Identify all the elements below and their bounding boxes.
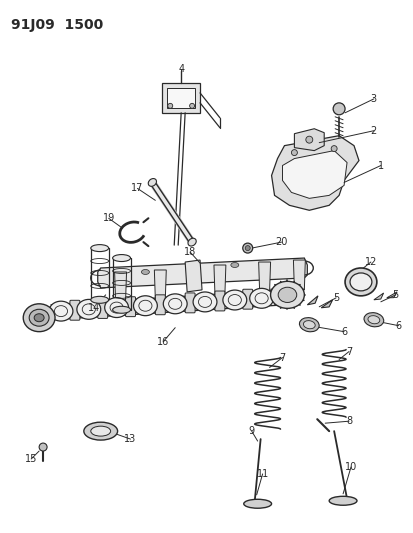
Text: 7: 7: [279, 352, 285, 362]
Text: 14: 14: [88, 303, 100, 313]
Ellipse shape: [141, 270, 149, 274]
Text: 6: 6: [340, 327, 346, 337]
Ellipse shape: [243, 499, 271, 508]
Polygon shape: [258, 262, 270, 292]
FancyBboxPatch shape: [125, 297, 135, 317]
Text: 2: 2: [370, 126, 376, 136]
Text: 9: 9: [248, 426, 254, 436]
Ellipse shape: [29, 309, 49, 326]
Text: 18: 18: [183, 247, 196, 257]
Ellipse shape: [189, 103, 194, 108]
Text: 1: 1: [377, 160, 383, 171]
Text: 15: 15: [25, 454, 37, 464]
Text: 12: 12: [364, 257, 376, 267]
Text: 10: 10: [344, 462, 356, 472]
Ellipse shape: [34, 314, 44, 322]
Ellipse shape: [242, 243, 252, 253]
Text: 6: 6: [395, 321, 401, 330]
Polygon shape: [154, 270, 166, 300]
Ellipse shape: [49, 301, 73, 321]
Text: 91J09  1500: 91J09 1500: [11, 18, 103, 33]
FancyBboxPatch shape: [242, 289, 252, 309]
Text: 11: 11: [256, 469, 268, 479]
Polygon shape: [114, 272, 126, 302]
Text: 16: 16: [157, 337, 169, 346]
Text: 19: 19: [102, 213, 114, 223]
Ellipse shape: [278, 287, 296, 302]
FancyBboxPatch shape: [214, 291, 224, 311]
Ellipse shape: [163, 294, 187, 314]
FancyBboxPatch shape: [97, 298, 107, 318]
Ellipse shape: [188, 238, 196, 246]
Text: 17: 17: [131, 183, 143, 193]
Ellipse shape: [249, 288, 273, 308]
Text: 4: 4: [178, 64, 184, 74]
Polygon shape: [306, 296, 317, 305]
Ellipse shape: [230, 263, 238, 268]
Ellipse shape: [104, 297, 128, 318]
FancyBboxPatch shape: [185, 293, 195, 313]
Ellipse shape: [112, 306, 130, 313]
Polygon shape: [373, 293, 383, 300]
Ellipse shape: [244, 246, 249, 251]
Ellipse shape: [167, 103, 172, 108]
Ellipse shape: [192, 292, 216, 312]
Ellipse shape: [332, 103, 344, 115]
Polygon shape: [294, 129, 323, 151]
Polygon shape: [320, 300, 332, 308]
Text: 7: 7: [345, 346, 351, 357]
Text: 3: 3: [370, 94, 376, 104]
Ellipse shape: [299, 318, 318, 332]
Ellipse shape: [330, 146, 336, 151]
Ellipse shape: [305, 136, 312, 143]
Polygon shape: [167, 88, 195, 108]
Polygon shape: [293, 260, 305, 290]
Ellipse shape: [349, 273, 371, 291]
Polygon shape: [97, 258, 306, 288]
Ellipse shape: [90, 426, 110, 436]
Ellipse shape: [363, 313, 383, 327]
Ellipse shape: [270, 281, 304, 309]
Ellipse shape: [90, 296, 108, 303]
Ellipse shape: [367, 316, 379, 324]
FancyBboxPatch shape: [70, 300, 80, 320]
Ellipse shape: [222, 290, 246, 310]
Ellipse shape: [328, 496, 356, 505]
Polygon shape: [214, 265, 225, 295]
Text: 8: 8: [345, 416, 351, 426]
Polygon shape: [386, 292, 396, 298]
Ellipse shape: [133, 296, 157, 316]
Ellipse shape: [344, 268, 376, 296]
Ellipse shape: [303, 321, 314, 329]
Ellipse shape: [90, 245, 108, 252]
Ellipse shape: [23, 304, 55, 332]
Text: 5: 5: [332, 293, 338, 303]
Ellipse shape: [291, 150, 297, 156]
Ellipse shape: [39, 443, 47, 451]
Polygon shape: [162, 83, 199, 113]
Ellipse shape: [148, 179, 156, 187]
Text: 5: 5: [392, 290, 398, 300]
Ellipse shape: [112, 255, 130, 262]
Text: 13: 13: [124, 434, 136, 444]
Text: 20: 20: [275, 237, 287, 247]
Ellipse shape: [77, 300, 100, 319]
Polygon shape: [282, 151, 346, 198]
Polygon shape: [271, 136, 358, 211]
FancyBboxPatch shape: [155, 295, 165, 314]
Ellipse shape: [83, 422, 117, 440]
Polygon shape: [185, 260, 202, 292]
